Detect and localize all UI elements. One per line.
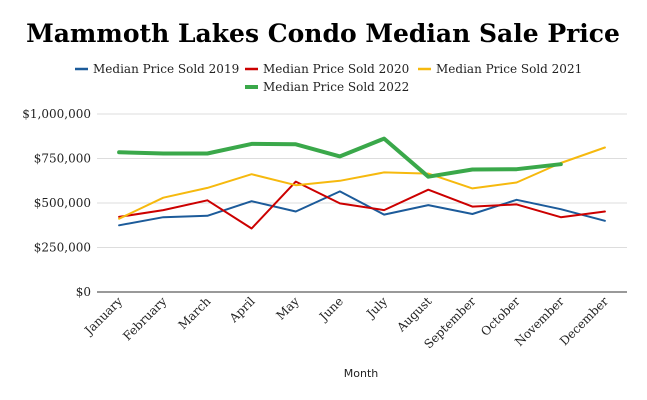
x-tick-label: May [273,294,302,323]
series-lines [117,136,606,230]
x-tick-label: March [176,294,214,332]
y-tick-label: $750,000 [34,152,91,166]
series-line-3 [118,146,606,220]
legend-item: Median Price Sold 2020 [245,62,409,76]
x-tick-label: June [315,294,346,325]
legend-item: Median Price Sold 2019 [75,62,239,76]
y-tick-label: $0 [76,285,91,299]
x-tick-label: October [478,294,523,339]
legend-label: Median Price Sold 2019 [93,62,239,76]
x-tick-label: July [363,294,391,322]
legend-item: Median Price Sold 2022 [245,80,409,94]
x-tick-label: December [557,294,611,348]
series-line-4 [117,136,563,179]
y-tick-label: $500,000 [34,196,91,210]
legend-label: Median Price Sold 2022 [263,80,409,94]
chart-title: Mammoth Lakes Condo Median Sale Price [26,19,620,48]
legend-label: Median Price Sold 2020 [263,62,409,76]
y-axis-ticks: $0 $250,000 $500,000 $750,000 $1,000,000 [22,107,91,299]
legend-item: Median Price Sold 2021 [418,62,582,76]
legend-label: Median Price Sold 2021 [436,62,582,76]
series-line-2 [118,180,606,230]
x-tick-label: January [81,294,126,339]
x-tick-label: April [226,294,258,326]
y-tick-label: $1,000,000 [22,107,91,121]
x-axis-label: Month [344,367,379,380]
series-line-1 [118,190,606,227]
y-tick-label: $250,000 [34,241,91,255]
x-tick-label: February [120,294,169,343]
legend: Median Price Sold 2019 Median Price Sold … [75,62,582,94]
x-tick-label: August [394,294,435,335]
